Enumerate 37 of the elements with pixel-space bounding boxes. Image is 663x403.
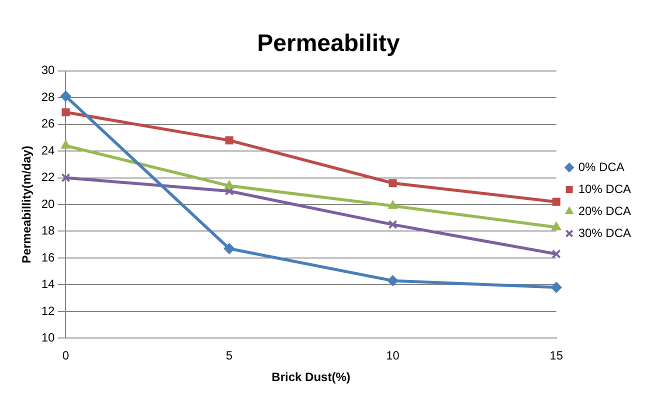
x-tick-label: 0 bbox=[62, 348, 70, 363]
x-tick-label: 10 bbox=[386, 348, 400, 363]
x-axis-title: Brick Dust(%) bbox=[272, 370, 350, 384]
point bbox=[550, 282, 562, 293]
y-tick-label: 28 bbox=[41, 90, 56, 104]
x-tick-label: 15 bbox=[550, 348, 564, 363]
point bbox=[225, 136, 234, 144]
point bbox=[62, 108, 70, 116]
chart-title: Permeability bbox=[257, 30, 401, 58]
y-tick-label: 14 bbox=[41, 277, 56, 292]
point bbox=[61, 173, 70, 182]
y-tick-label: 20 bbox=[41, 196, 56, 211]
y-tick-label: 16 bbox=[41, 250, 56, 264]
legend-label: 20% DCA bbox=[578, 204, 631, 218]
legend-label: 10% DCA bbox=[578, 182, 631, 196]
point bbox=[552, 198, 560, 206]
point bbox=[388, 179, 397, 188]
point bbox=[224, 180, 234, 189]
point bbox=[388, 200, 398, 209]
point bbox=[60, 140, 71, 149]
point bbox=[388, 220, 398, 230]
y-tick-label: 30 bbox=[41, 63, 56, 78]
y-axis-title: Permeabillity(m/day) bbox=[20, 146, 34, 264]
x-tick-label: 5 bbox=[226, 348, 233, 363]
point bbox=[552, 249, 561, 259]
y-tick-label: 26 bbox=[41, 116, 56, 131]
legend-label: 30% DCA bbox=[578, 226, 631, 240]
point bbox=[224, 243, 235, 254]
point bbox=[551, 222, 562, 230]
y-tick-label: 18 bbox=[41, 224, 56, 238]
point bbox=[387, 275, 398, 286]
y-tick-label: 12 bbox=[41, 304, 56, 318]
point bbox=[60, 90, 72, 102]
y-tick-label: 10 bbox=[41, 330, 56, 345]
y-tick-label: 24 bbox=[41, 143, 56, 158]
y-tick-label: 22 bbox=[41, 170, 56, 184]
legend-label: 0% DCA bbox=[578, 160, 624, 174]
